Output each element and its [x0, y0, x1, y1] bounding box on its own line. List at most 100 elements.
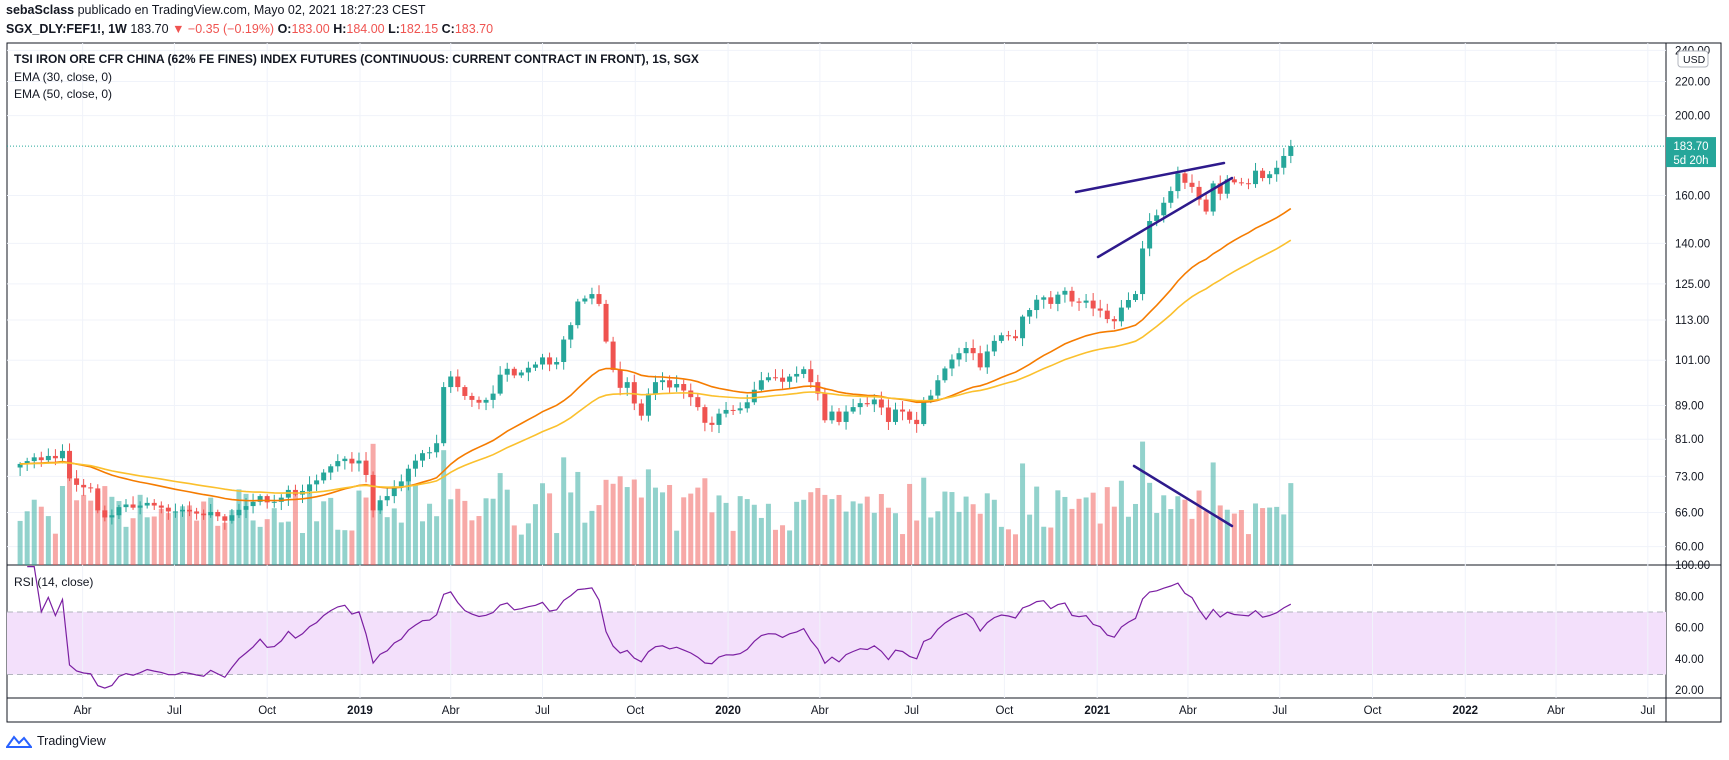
candle-body: [236, 509, 242, 516]
volume-bar: [243, 493, 249, 565]
symbol-label: SGX_DLY:FEF1!, 1W: [6, 22, 127, 36]
candle-body: [589, 294, 595, 299]
volume-bar: [236, 489, 242, 565]
candle-body: [1125, 300, 1131, 308]
volume-bar: [554, 533, 560, 565]
ema50-legend[interactable]: EMA (50, close, 0): [14, 87, 113, 101]
volume-bar: [1133, 503, 1139, 565]
volume-bar: [427, 503, 433, 565]
volume-bar: [45, 516, 51, 565]
volume-bar: [1224, 509, 1230, 565]
volume-bar: [130, 518, 136, 565]
candle-body: [667, 380, 673, 388]
volume-bar: [1267, 507, 1273, 565]
volume-bar: [850, 501, 856, 565]
candle-body: [476, 399, 482, 403]
candle-body: [377, 500, 383, 511]
volume-bar: [532, 504, 538, 565]
candle-body: [1118, 307, 1124, 322]
time-tick-label: Abr: [1179, 705, 1197, 717]
tradingview-logo[interactable]: TradingView: [6, 734, 106, 748]
volume-bar: [151, 516, 157, 565]
candle-body: [271, 501, 277, 503]
volume-bar: [794, 501, 800, 565]
candle-body: [554, 361, 560, 365]
volume-bar: [1062, 496, 1068, 565]
candle-body: [575, 301, 581, 326]
volume-bar: [1245, 534, 1251, 565]
rsi-legend[interactable]: RSI (14, close): [14, 575, 94, 589]
ema30-legend[interactable]: EMA (30, close, 0): [14, 70, 113, 84]
candle-body: [702, 407, 708, 423]
candle-body: [1182, 173, 1188, 183]
candle-body: [356, 460, 362, 464]
candle-body: [1083, 300, 1089, 303]
candle-body: [850, 407, 856, 412]
ema30-line: [20, 207, 1292, 502]
candle-body: [179, 509, 185, 512]
time-tick-label: Jul: [1640, 705, 1655, 717]
candle-body: [1041, 297, 1047, 300]
volume-bar: [716, 495, 722, 565]
candle-body: [772, 377, 778, 379]
candle-body: [59, 450, 65, 459]
candle-body: [801, 369, 807, 374]
candle-body: [1210, 183, 1216, 212]
volume-bar: [1175, 496, 1181, 565]
candle-body: [871, 399, 877, 405]
symbol-info: SGX_DLY:FEF1!, 1W 183.70 ▼ −0.35 (−0.19%…: [6, 22, 493, 36]
volume-bar: [765, 503, 771, 565]
volume-bar: [74, 500, 80, 565]
candle-body: [137, 505, 143, 508]
candle-body: [420, 453, 426, 461]
candle-body: [547, 357, 553, 365]
volume-bar: [1217, 505, 1223, 565]
volume-bar: [1005, 529, 1011, 565]
candle-body: [751, 389, 757, 403]
volume-bar: [1041, 526, 1047, 565]
volume-bar: [547, 493, 553, 565]
low-value: 182.15: [399, 22, 439, 36]
candle-body: [1140, 248, 1146, 295]
volume-bar: [1168, 509, 1174, 565]
volume-bar: [836, 494, 842, 565]
candle-body: [977, 353, 983, 368]
candle-body: [963, 348, 969, 354]
volume-bar: [1048, 527, 1054, 565]
volume-bar: [116, 501, 122, 565]
time-tick-label: 2022: [1452, 705, 1478, 717]
volume-bar: [1076, 498, 1082, 565]
trendline: [1132, 464, 1234, 528]
candle-body: [38, 457, 44, 461]
candle-body: [836, 411, 842, 422]
time-tick-label: Jul: [167, 705, 182, 717]
volume-bar: [935, 511, 941, 565]
candle-body: [307, 484, 313, 491]
volume-bar: [1231, 513, 1237, 565]
candle-body: [504, 368, 510, 375]
volume-bar: [52, 533, 58, 565]
candle-body: [342, 458, 348, 462]
candle-body: [758, 380, 764, 390]
volume-bar: [257, 526, 263, 565]
volume-bar: [928, 517, 934, 565]
candle-body: [24, 461, 30, 464]
candle-body: [511, 368, 517, 376]
volume-bar: [1020, 463, 1026, 565]
candle-body: [208, 511, 214, 516]
volume-bar: [1182, 499, 1188, 565]
volume-bar: [314, 521, 320, 565]
candle-body: [737, 408, 743, 411]
candle-body: [857, 403, 863, 408]
candle-body: [81, 484, 87, 488]
volume-bar: [229, 510, 235, 565]
candle-body: [1175, 173, 1181, 192]
volume-bar: [17, 520, 23, 565]
volume-bar: [1203, 510, 1209, 565]
volume-bar: [1281, 514, 1287, 565]
chart-frame: [6, 42, 1722, 723]
author-name: sebaSclass: [6, 3, 75, 17]
candle-body: [900, 409, 906, 412]
volume-bar: [1253, 503, 1259, 565]
